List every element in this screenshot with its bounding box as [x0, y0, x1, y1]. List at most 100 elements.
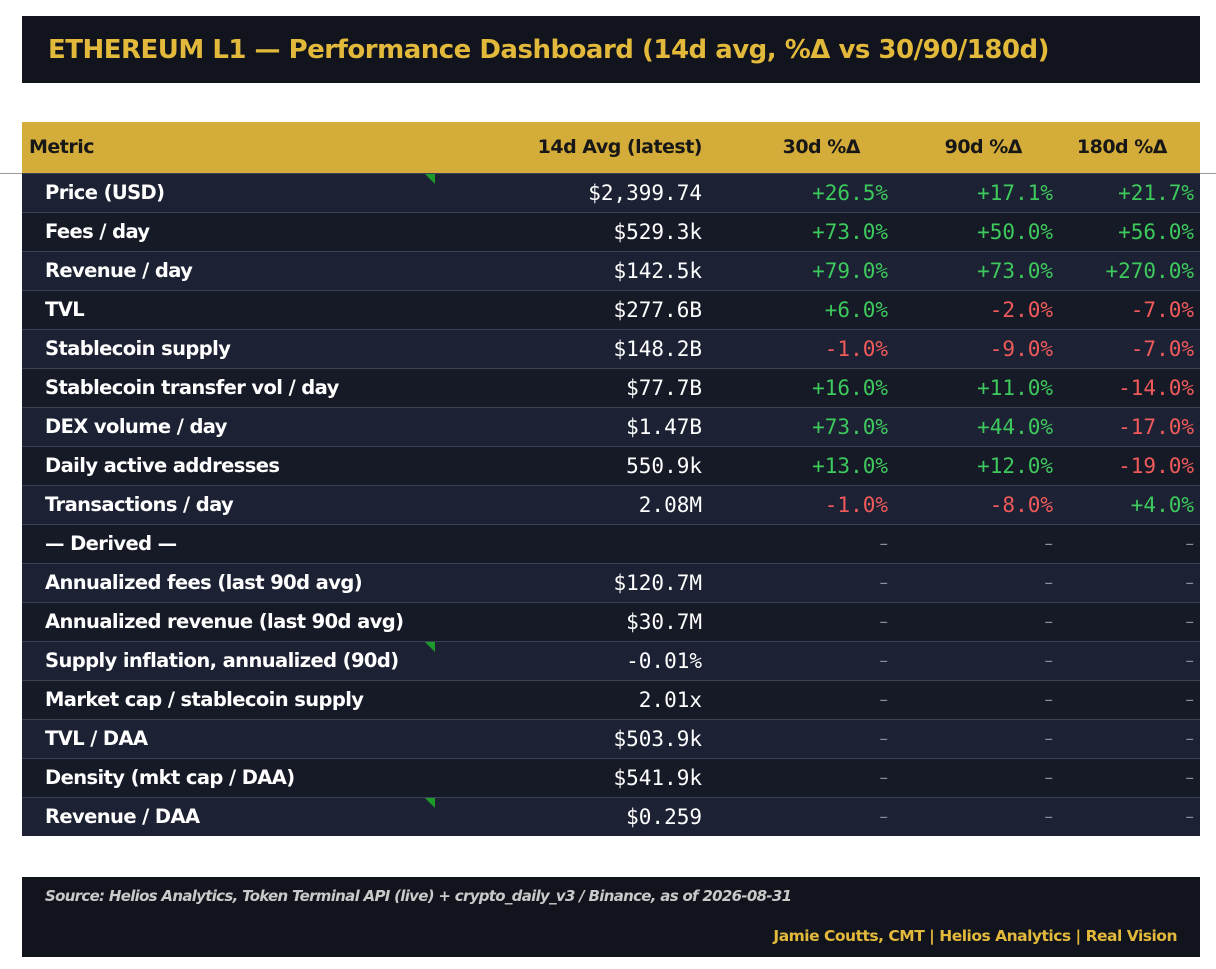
change-d180-cell: –	[1059, 523, 1200, 563]
column-header-30d-change[interactable]: 30d %Δ	[782, 136, 861, 159]
change-d30-cell: +16.0%	[744, 367, 894, 407]
change-d90-cell: –	[894, 562, 1059, 602]
avg-cell: 2.08M	[436, 484, 744, 524]
source-note: Source: Helios Analytics, Token Terminal…	[45, 887, 792, 905]
metric-cell: Annualized fees (last 90d avg)	[22, 562, 436, 602]
metric-cell: TVL / DAA	[22, 718, 436, 758]
footer: Source: Helios Analytics, Token Terminal…	[22, 877, 1200, 957]
change-d90-cell: +44.0%	[894, 406, 1059, 446]
change-d180-cell: –	[1059, 757, 1200, 797]
table-row: Market cap / stablecoin supply 2.01x – – –	[22, 679, 1200, 719]
avg-cell: 2.01x	[436, 679, 744, 719]
avg-cell: $0.259	[436, 796, 744, 836]
change-d30-cell: +73.0%	[744, 406, 894, 446]
title-bar: ETHEREUM L1 — Performance Dashboard (14d…	[22, 16, 1200, 83]
table-row: DEX volume / day $1.47B +73.0% +44.0% -17.0%	[22, 406, 1200, 446]
metric-cell: TVL	[22, 289, 436, 329]
avg-cell: -0.01%	[436, 640, 744, 680]
avg-cell: $148.2B	[436, 328, 744, 368]
table-row: — Derived — – – –	[22, 523, 1200, 563]
change-d30-cell: –	[744, 601, 894, 641]
change-d180-cell: -19.0%	[1059, 445, 1200, 485]
table-row: Daily active addresses 550.9k +13.0% +12.0%…	[22, 445, 1200, 485]
performance-table: Metric 14d Avg (latest) 30d %Δ 90d %Δ 18…	[22, 122, 1200, 836]
metric-cell: Annualized revenue (last 90d avg)	[22, 601, 436, 641]
change-d180-cell: +21.7%	[1059, 172, 1200, 212]
change-d30-cell: –	[744, 796, 894, 836]
avg-cell: $503.9k	[436, 718, 744, 758]
table-row: Stablecoin transfer vol / day $77.7B +16.0…	[22, 367, 1200, 407]
change-d30-cell: –	[744, 679, 894, 719]
change-d90-cell: –	[894, 796, 1059, 836]
change-d90-cell: –	[894, 679, 1059, 719]
change-d90-cell: +12.0%	[894, 445, 1059, 485]
change-d180-cell: -17.0%	[1059, 406, 1200, 446]
column-header-metric[interactable]: Metric	[29, 136, 95, 159]
comment-marker-icon	[425, 173, 435, 184]
avg-cell: $77.7B	[436, 367, 744, 407]
column-header-14d-avg[interactable]: 14d Avg (latest)	[537, 136, 703, 159]
comment-marker-icon	[425, 797, 435, 808]
change-d180-cell: –	[1059, 601, 1200, 641]
avg-cell: 550.9k	[436, 445, 744, 485]
change-d90-cell: –	[894, 523, 1059, 563]
change-d90-cell: -9.0%	[894, 328, 1059, 368]
table-row: TVL / DAA $503.9k – – –	[22, 718, 1200, 758]
comment-marker-icon	[425, 641, 435, 652]
change-d30-cell: –	[744, 757, 894, 797]
page-title: ETHEREUM L1 — Performance Dashboard (14d…	[48, 34, 1050, 65]
change-d180-cell: –	[1059, 640, 1200, 680]
change-d90-cell: –	[894, 718, 1059, 758]
change-d30-cell: +6.0%	[744, 289, 894, 329]
change-d180-cell: –	[1059, 679, 1200, 719]
column-header-180d-change[interactable]: 180d %Δ	[1076, 136, 1168, 159]
change-d180-cell: –	[1059, 562, 1200, 602]
table-row: Price (USD) $2,399.74 +26.5% +17.1% +21.7%	[22, 172, 1200, 212]
change-d180-cell: –	[1059, 796, 1200, 836]
avg-cell	[436, 523, 744, 563]
change-d90-cell: –	[894, 640, 1059, 680]
metric-cell: Market cap / stablecoin supply	[22, 679, 436, 719]
metric-cell: Revenue / DAA	[22, 796, 436, 836]
metric-cell: Density (mkt cap / DAA)	[22, 757, 436, 797]
table-row: Fees / day $529.3k +73.0% +50.0% +56.0%	[22, 211, 1200, 251]
table-row: Transactions / day 2.08M -1.0% -8.0% +4.0%	[22, 484, 1200, 524]
metric-cell: — Derived —	[22, 523, 436, 563]
change-d30-cell: +79.0%	[744, 250, 894, 290]
change-d30-cell: +13.0%	[744, 445, 894, 485]
avg-cell: $120.7M	[436, 562, 744, 602]
avg-cell: $2,399.74	[436, 172, 744, 212]
change-d90-cell: -2.0%	[894, 289, 1059, 329]
change-d90-cell: –	[894, 601, 1059, 641]
table-row: Density (mkt cap / DAA) $541.9k – – –	[22, 757, 1200, 797]
change-d90-cell: +11.0%	[894, 367, 1059, 407]
metric-cell: Revenue / day	[22, 250, 436, 290]
metric-cell: Daily active addresses	[22, 445, 436, 485]
change-d180-cell: +4.0%	[1059, 484, 1200, 524]
metric-cell: Fees / day	[22, 211, 436, 251]
avg-cell: $1.47B	[436, 406, 744, 446]
table-row: TVL $277.6B +6.0% -2.0% -7.0%	[22, 289, 1200, 329]
change-d90-cell: -8.0%	[894, 484, 1059, 524]
table-row: Annualized fees (last 90d avg) $120.7M – – –	[22, 562, 1200, 602]
table-row: Supply inflation, annualized (90d) -0.01%…	[22, 640, 1200, 680]
column-header-90d-change[interactable]: 90d %Δ	[944, 136, 1023, 159]
change-d180-cell: -7.0%	[1059, 328, 1200, 368]
avg-cell: $541.9k	[436, 757, 744, 797]
table-row: Annualized revenue (last 90d avg) $30.7M –…	[22, 601, 1200, 641]
table-row: Revenue / day $142.5k +79.0% +73.0% +270.0%	[22, 250, 1200, 290]
metric-cell: Transactions / day	[22, 484, 436, 524]
table-row: Revenue / DAA $0.259– – –	[22, 796, 1200, 836]
change-d30-cell: -1.0%	[744, 484, 894, 524]
table-header-row: Metric 14d Avg (latest) 30d %Δ 90d %Δ 18…	[22, 122, 1200, 173]
metric-cell: Price (USD)	[22, 172, 436, 212]
change-d30-cell: +73.0%	[744, 211, 894, 251]
metric-cell: Stablecoin transfer vol / day	[22, 367, 436, 407]
metric-cell: Supply inflation, annualized (90d)	[22, 640, 436, 680]
change-d180-cell: +56.0%	[1059, 211, 1200, 251]
change-d90-cell: –	[894, 757, 1059, 797]
metric-cell: DEX volume / day	[22, 406, 436, 446]
avg-cell: $30.7M	[436, 601, 744, 641]
change-d180-cell: -14.0%	[1059, 367, 1200, 407]
change-d30-cell: +26.5%	[744, 172, 894, 212]
